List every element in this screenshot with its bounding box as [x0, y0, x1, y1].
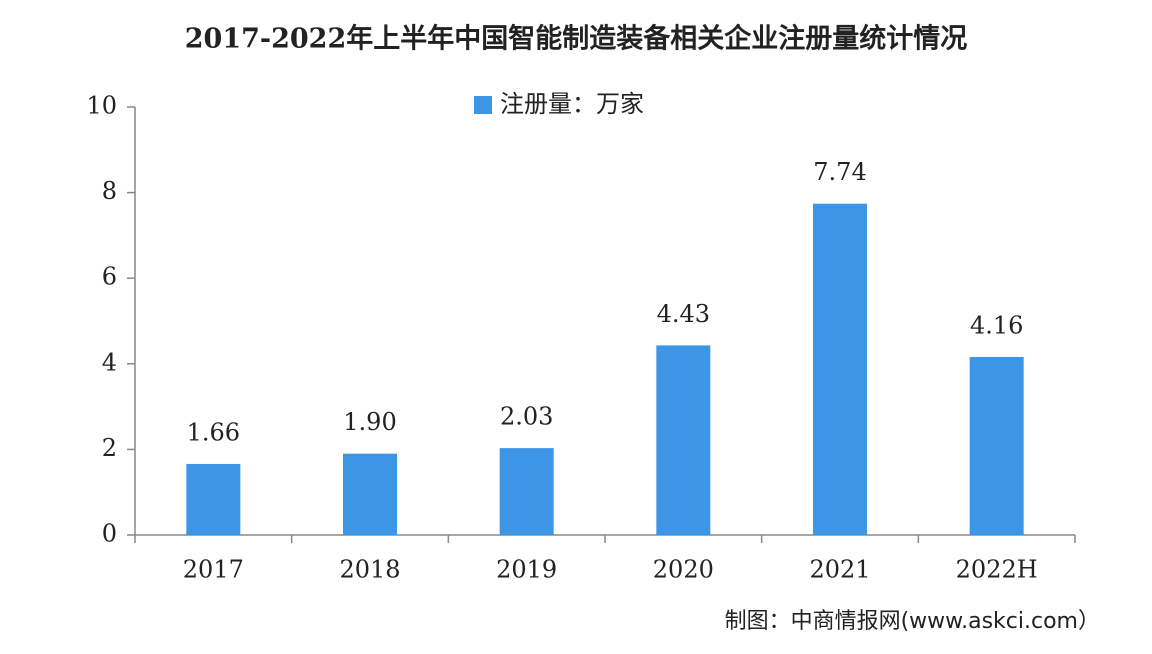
- bar: [186, 463, 241, 535]
- x-tick-label: 2019: [496, 556, 557, 584]
- value-label: 4.16: [970, 311, 1023, 339]
- y-tick-label: 0: [102, 520, 117, 548]
- chart-title: 2017-2022年上半年中国智能制造装备相关企业注册量统计情况: [185, 23, 968, 55]
- bar: [969, 356, 1024, 535]
- y-tick-label: 6: [102, 263, 117, 291]
- value-label: 1.66: [187, 418, 240, 446]
- x-tick-label: 2020: [653, 556, 714, 584]
- value-label: 4.43: [657, 300, 710, 328]
- x-tick-label: 2018: [339, 556, 400, 584]
- bar: [813, 203, 867, 535]
- x-tick-label: 2017: [183, 556, 244, 584]
- x-tick-label: 2021: [809, 556, 870, 584]
- source-note: 制图：中商情报网(www.askci.com）: [725, 609, 1100, 634]
- value-label: 2.03: [500, 403, 553, 431]
- y-tick-label: 4: [102, 348, 117, 376]
- y-tick-label: 10: [86, 92, 117, 120]
- value-label: 7.74: [813, 158, 866, 186]
- y-tick-label: 8: [102, 177, 117, 205]
- x-tick-label: 2022H: [956, 556, 1038, 584]
- legend-label: 注册量：万家: [500, 90, 644, 118]
- legend-swatch: [474, 96, 492, 114]
- value-label: 1.90: [343, 408, 396, 436]
- bar: [656, 345, 711, 535]
- bar: [343, 453, 397, 535]
- bar: [499, 448, 554, 535]
- y-tick-label: 2: [102, 434, 117, 462]
